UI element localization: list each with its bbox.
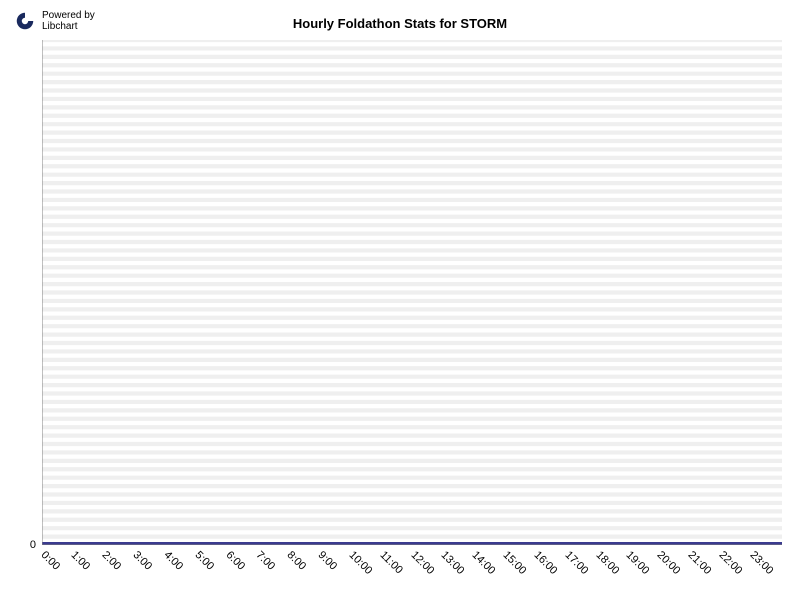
x-tick-label: 17:00	[562, 549, 590, 577]
chart-title: Hourly Foldathon Stats for STORM	[0, 16, 800, 31]
chart-container: Powered by Libchart Hourly Foldathon Sta…	[0, 0, 800, 600]
x-tick-label: 13:00	[439, 549, 467, 577]
plot-wrap: 0 0:001:002:003:004:005:006:007:008:009:…	[42, 40, 782, 545]
x-tick-label: 2:00	[100, 549, 124, 573]
x-tick-label: 9:00	[316, 549, 340, 573]
plot-area: 0 0:001:002:003:004:005:006:007:008:009:…	[42, 40, 782, 545]
x-tick-label: 21:00	[686, 549, 714, 577]
x-tick-label: 4:00	[161, 549, 185, 573]
x-tick-label: 1:00	[69, 549, 93, 573]
x-tick-label: 11:00	[377, 549, 404, 576]
x-tick-label: 19:00	[624, 549, 652, 577]
x-tick-label: 7:00	[254, 549, 278, 573]
x-tick-label: 10:00	[346, 549, 374, 577]
y-tick-label: 0	[30, 539, 42, 551]
x-tick-label: 12:00	[408, 549, 436, 577]
plot-svg	[42, 40, 782, 545]
x-tick-label: 5:00	[192, 549, 216, 573]
x-tick-label: 15:00	[501, 549, 529, 577]
x-tick-label: 16:00	[531, 549, 559, 577]
x-tick-label: 18:00	[593, 549, 621, 577]
x-tick-label: 14:00	[470, 549, 498, 577]
x-axis-labels: 0:001:002:003:004:005:006:007:008:009:00…	[42, 545, 782, 600]
x-tick-label: 6:00	[223, 549, 247, 573]
x-tick-label: 20:00	[655, 549, 683, 577]
x-tick-label: 22:00	[716, 549, 744, 577]
x-tick-label: 3:00	[131, 549, 155, 573]
x-tick-label: 23:00	[747, 549, 775, 577]
x-tick-label: 8:00	[285, 549, 309, 573]
x-tick-label: 0:00	[38, 549, 62, 573]
